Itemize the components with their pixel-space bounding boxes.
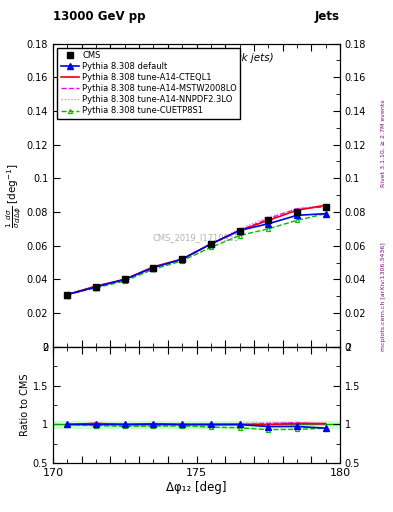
Text: Δφ(jj) (CMS back-to-back jets): Δφ(jj) (CMS back-to-back jets): [119, 53, 274, 62]
Y-axis label: $\frac{1}{\sigma}\frac{d\sigma}{d\Delta\phi}$ [deg$^{-1}$]: $\frac{1}{\sigma}\frac{d\sigma}{d\Delta\…: [5, 163, 24, 227]
Text: CMS_2019_I1719955: CMS_2019_I1719955: [153, 233, 240, 242]
Text: mcplots.cern.ch [arXiv:1306.3436]: mcplots.cern.ch [arXiv:1306.3436]: [381, 243, 386, 351]
Text: Jets: Jets: [315, 10, 340, 23]
Y-axis label: Ratio to CMS: Ratio to CMS: [20, 374, 30, 436]
Text: 13000 GeV pp: 13000 GeV pp: [53, 10, 145, 23]
Bar: [53, 421, 340, 428]
Text: Rivet 3.1.10, ≥ 2.7M events: Rivet 3.1.10, ≥ 2.7M events: [381, 99, 386, 187]
Legend: CMS, Pythia 8.308 default, Pythia 8.308 tune-A14-CTEQL1, Pythia 8.308 tune-A14-M: CMS, Pythia 8.308 default, Pythia 8.308 …: [57, 48, 240, 119]
X-axis label: Δφ₁₂ [deg]: Δφ₁₂ [deg]: [166, 481, 227, 494]
